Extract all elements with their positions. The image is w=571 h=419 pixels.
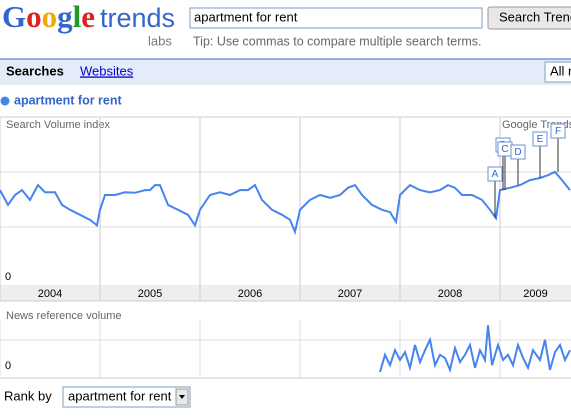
tab[interactable]: Searches [6, 63, 64, 78]
logo-product: trends [100, 3, 175, 33]
annotation-flag [510, 144, 526, 160]
logo-letter: o [42, 0, 58, 34]
chart-title: Search Volume index [6, 119, 110, 131]
logo-letter: e [81, 0, 95, 34]
legend-dot [0, 96, 10, 106]
region-select-label: All regions [550, 63, 571, 78]
rank-by-label: Rank by [4, 388, 52, 403]
search-button-label: Search Trends [499, 9, 571, 24]
search-button[interactable] [487, 6, 571, 30]
x-tick-label: 2006 [238, 288, 262, 300]
logo-letter: G [2, 0, 26, 34]
annotation-flag [487, 166, 503, 182]
x-tick-label: 2008 [438, 288, 462, 300]
logo-letter: g [57, 0, 73, 34]
tab[interactable]: Websites [80, 63, 134, 78]
search-query: apartment for rent [194, 9, 298, 24]
logo-letter: o [26, 0, 42, 34]
annotation-label: C [501, 144, 508, 155]
x-tick-label: 2005 [138, 288, 162, 300]
x-tick-label: 2009 [523, 288, 547, 300]
logo-labs: labs [148, 33, 172, 48]
annotation-label: E [537, 134, 544, 145]
series-line [0, 170, 571, 236]
x-tick-label: 2004 [38, 288, 62, 300]
annotation-label: A [492, 169, 499, 180]
logo-letter: l [73, 0, 82, 34]
search-input[interactable] [189, 7, 483, 29]
series-line [379, 325, 571, 374]
rank-by-select[interactable] [62, 386, 191, 408]
annotation-flag [532, 131, 548, 147]
rank-by-value: apartment for rent [68, 388, 172, 403]
annotation-flag [550, 123, 566, 139]
tab-bar [0, 59, 571, 85]
chart-title: News reference volume [6, 310, 122, 322]
tip: Tip: Use commas to compare multiple sear… [193, 34, 482, 48]
y-tick-label: 0 [5, 360, 11, 372]
annotation-label: D [514, 147, 521, 158]
annotation-label: F [555, 126, 561, 137]
logo[interactable]: Google [2, 0, 95, 34]
x-tick-label: 2007 [338, 288, 362, 300]
year-band [0, 285, 571, 301]
y-tick-label: 0 [5, 271, 11, 283]
legend-entry[interactable]: apartment for rent [14, 93, 122, 107]
select-arrow [179, 395, 185, 399]
region-select[interactable] [544, 61, 571, 83]
